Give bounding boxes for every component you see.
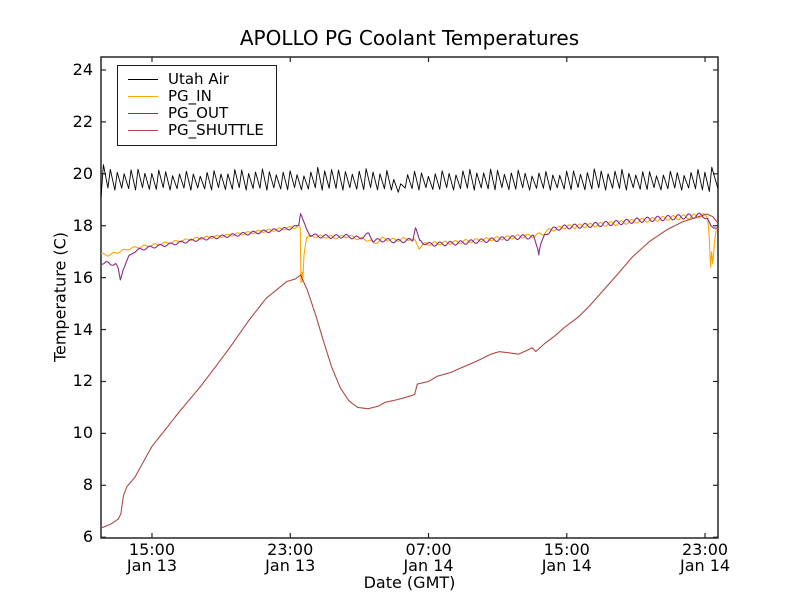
x-tick-time-label: 15:00 [543,540,590,559]
x-tick-date-label: Jan 13 [126,556,178,575]
legend-item: PG_IN [128,88,264,105]
y-tick-label: 16 [72,267,93,287]
legend-item: PG_SHUTTLE [128,122,264,139]
x-tick-date-label: Jan 14 [679,556,731,575]
x-axis-label: Date (GMT) [363,573,456,592]
x-tick-date-label: Jan 14 [403,556,454,575]
series-line-pg-in [100,212,719,284]
legend-item: PG_OUT [128,105,264,122]
legend-line-pg-in [128,96,158,97]
x-tick-date-label: Jan 14 [541,556,592,575]
y-tick-label: 22 [72,111,93,131]
legend-label: PG_SHUTTLE [168,121,264,139]
chart-title: APOLLO PG Coolant Temperatures [239,26,580,50]
x-tick-date-label: Jan 13 [265,556,316,575]
y-tick-label: 12 [72,371,93,391]
axes-spines [100,56,719,539]
y-tick-label: 20 [72,163,93,183]
y-tick-label: 10 [72,423,93,443]
y-tick-label: 6 [82,527,93,547]
y-tick-label: 24 [72,59,93,79]
legend-item: Utah Air [128,71,264,88]
y-axis-label: Temperature (C) [50,231,70,363]
y-tick-label: 14 [72,319,93,339]
legend-line-pg-out [128,113,158,114]
legend-label: PG_OUT [168,104,229,122]
series-line-pg-out [100,212,719,281]
x-tick-time-label: 23:00 [267,540,314,559]
series-line-utah-air [100,164,719,198]
legend-label: Utah Air [168,70,229,88]
x-tick-time-label: 23:00 [681,540,729,559]
x-tick-time-label: 15:00 [128,540,176,559]
legend-line-utah-air [128,79,158,80]
x-tick-time-label: 07:00 [405,540,452,559]
legend-label: PG_IN [168,87,212,105]
legend-line-pg-shuttle [128,130,158,131]
y-tick-label: 8 [82,475,93,495]
series-line-pg-shuttle [100,213,719,529]
y-tick-label: 18 [72,215,93,235]
legend: Utah Air PG_IN PG_OUT PG_SHUTTLE [117,65,277,146]
